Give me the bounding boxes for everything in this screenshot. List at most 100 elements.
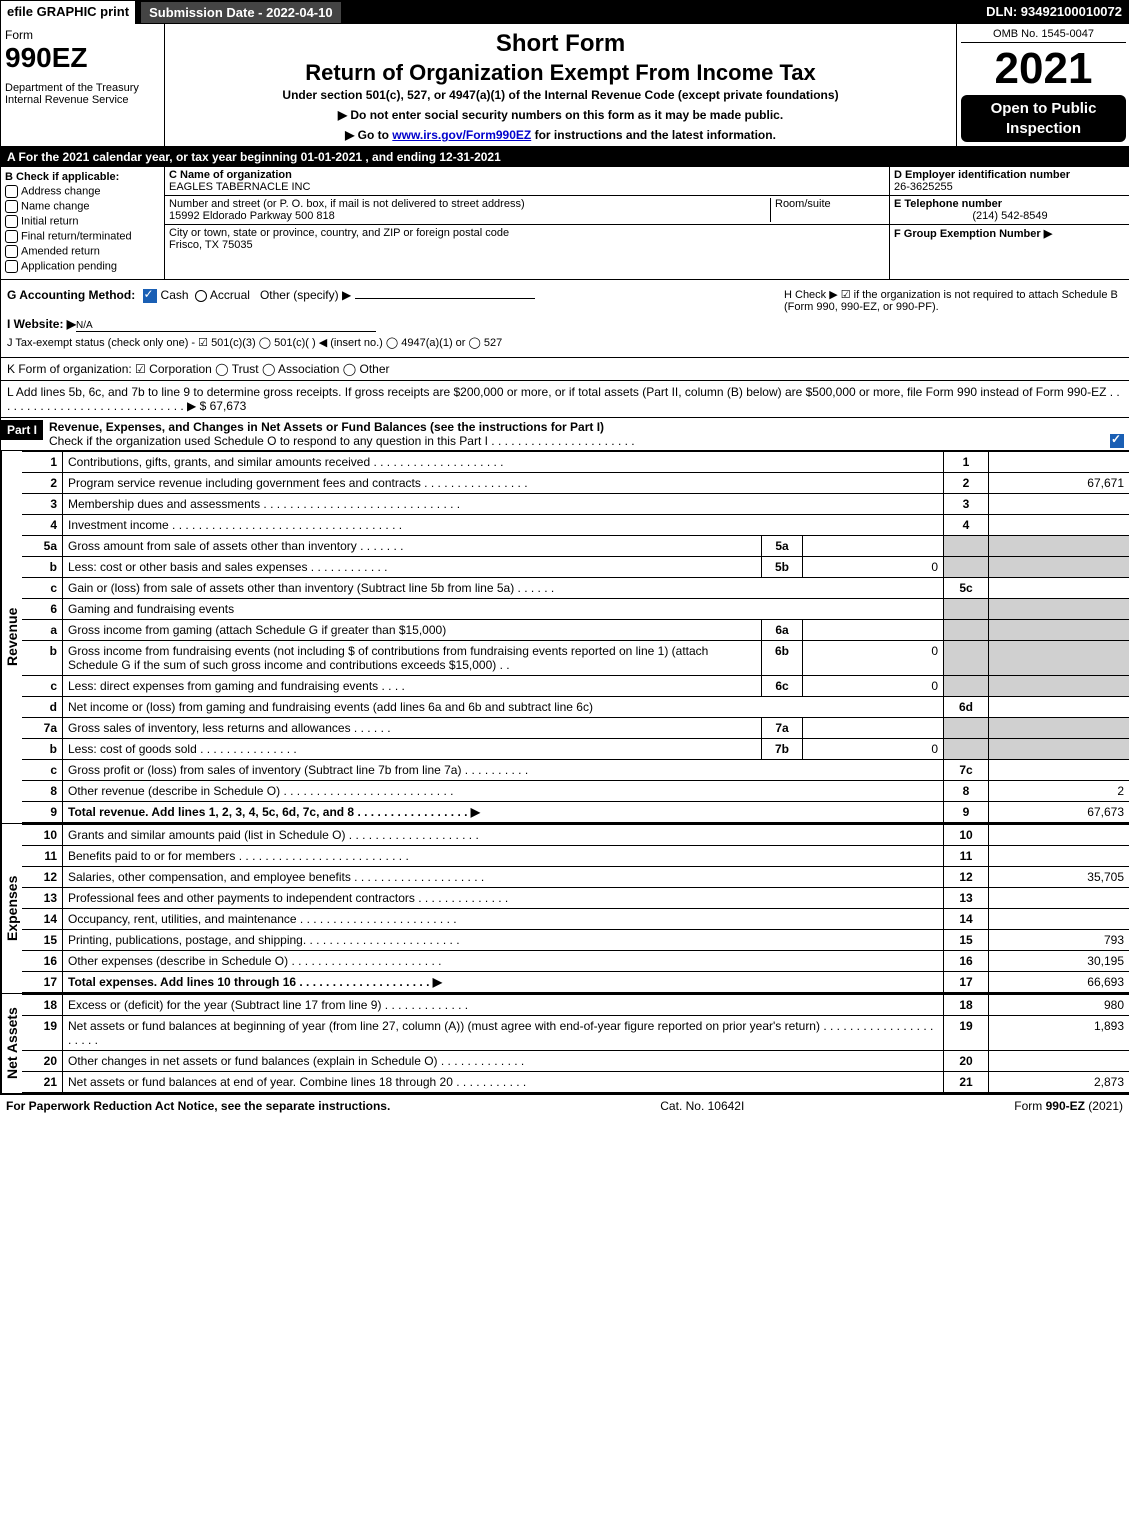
revenue-section: Revenue 1Contributions, gifts, grants, a… [1,451,1129,824]
line-18: 18Excess or (deficit) for the year (Subt… [22,995,1129,1016]
line-7b: bLess: cost of goods sold . . . . . . . … [22,739,1129,760]
line-1: 1Contributions, gifts, grants, and simil… [22,452,1129,473]
chk-name[interactable]: Name change [5,200,160,213]
city-val: Frisco, TX 75035 [169,239,253,251]
form-header: Form 990EZ Department of the Treasury In… [1,24,1129,147]
title-return: Return of Organization Exempt From Incom… [169,60,952,86]
footer-left: For Paperwork Reduction Act Notice, see … [6,1099,390,1113]
g-accrual: Accrual [210,288,250,302]
tax-year: 2021 [961,43,1126,95]
j-row: J Tax-exempt status (check only one) - ☑… [7,336,1124,349]
b-header: B Check if applicable: [5,171,160,183]
cash-check [143,289,157,303]
website-val: N/A [76,320,376,332]
netassets-label: Net Assets [1,994,22,1093]
k-row: K Form of organization: ☑ Corporation ◯ … [1,358,1129,381]
schedule-o-check [1110,434,1124,448]
footer: For Paperwork Reduction Act Notice, see … [0,1095,1129,1117]
line-15: 15Printing, publications, postage, and s… [22,930,1129,951]
line-11: 11Benefits paid to or for members . . . … [22,846,1129,867]
form-number: 990EZ [5,42,160,74]
header-center: Short Form Return of Organization Exempt… [165,24,957,146]
ein: 26-3625255 [894,181,953,193]
l-row: L Add lines 5b, 6c, and 7b to line 9 to … [1,381,1129,418]
line-5a: 5aGross amount from sale of assets other… [22,536,1129,557]
form-label: Form [5,28,160,42]
c-city-block: City or town, state or province, country… [165,225,889,253]
line-5c: cGain or (loss) from sale of assets othe… [22,578,1129,599]
line-6c: cLess: direct expenses from gaming and f… [22,676,1129,697]
line-6a: aGross income from gaming (attach Schedu… [22,620,1129,641]
line-20: 20Other changes in net assets or fund ba… [22,1051,1129,1072]
g-cash: Cash [161,288,189,302]
efile-label: efile GRAPHIC print [1,1,136,24]
street-label: Number and street (or P. O. box, if mail… [169,198,525,210]
chk-pending[interactable]: Application pending [5,260,160,273]
dln: DLN: 93492100010072 [978,1,1129,24]
room-label: Room/suite [775,198,831,210]
header-left: Form 990EZ Department of the Treasury In… [1,24,165,146]
c-name-block: C Name of organization EAGLES TABERNACLE… [165,167,889,196]
g-other: Other (specify) ▶ [260,288,351,302]
expenses-section: Expenses 10Grants and similar amounts pa… [1,824,1129,994]
line-8: 8Other revenue (describe in Schedule O) … [22,781,1129,802]
irs-link[interactable]: www.irs.gov/Form990EZ [392,128,531,142]
e-block: E Telephone number (214) 542-8549 [890,196,1129,225]
f-block: F Group Exemption Number ▶ [890,225,1129,242]
line-16: 16Other expenses (describe in Schedule O… [22,951,1129,972]
f-label: F Group Exemption Number ▶ [894,228,1052,240]
dept-label: Department of the Treasury Internal Reve… [5,82,160,106]
accrual-radio[interactable] [195,290,207,302]
col-c: C Name of organization EAGLES TABERNACLE… [165,167,890,279]
col-b: B Check if applicable: Address change Na… [1,167,165,279]
header-right: OMB No. 1545-0047 2021 Open to Public In… [957,24,1129,146]
footer-mid: Cat. No. 10642I [390,1099,1014,1113]
submission-date: Submission Date - 2022-04-10 [140,1,342,24]
c-street-block: Number and street (or P. O. box, if mail… [165,196,889,225]
line-12: 12Salaries, other compensation, and empl… [22,867,1129,888]
expenses-table: 10Grants and similar amounts paid (list … [22,824,1129,993]
title-short-form: Short Form [169,30,952,58]
org-name: EAGLES TABERNACLE INC [169,181,310,193]
expenses-label: Expenses [1,824,22,993]
chk-initial[interactable]: Initial return [5,215,160,228]
g-block: G Accounting Method: Cash Accrual Other … [7,288,784,313]
city-label: City or town, state or province, country… [169,227,509,239]
top-bar: efile GRAPHIC print Submission Date - 20… [1,1,1129,24]
d-label: D Employer identification number [894,169,1070,181]
line-4: 4Investment income . . . . . . . . . . .… [22,515,1129,536]
line-7a: 7aGross sales of inventory, less returns… [22,718,1129,739]
d-block: D Employer identification number 26-3625… [890,167,1129,196]
inspection-badge: Open to Public Inspection [961,95,1126,142]
subtitle-2: ▶ Do not enter social security numbers o… [169,108,952,122]
part1-label: Part I [1,420,43,440]
section-bcdef: B Check if applicable: Address change Na… [1,167,1129,280]
chk-final[interactable]: Final return/terminated [5,230,160,243]
street-val: 15992 Eldorado Parkway 500 818 [169,210,335,222]
h-block: H Check ▶ ☑ if the organization is not r… [784,288,1124,313]
sub3-post: for instructions and the latest informat… [531,128,776,142]
col-def: D Employer identification number 26-3625… [890,167,1129,279]
phone: (214) 542-8549 [894,210,1126,222]
line-13: 13Professional fees and other payments t… [22,888,1129,909]
row-a: A For the 2021 calendar year, or tax yea… [1,147,1129,167]
netassets-section: Net Assets 18Excess or (deficit) for the… [1,994,1129,1094]
line-6: 6Gaming and fundraising events [22,599,1129,620]
chk-address[interactable]: Address change [5,185,160,198]
netassets-table: 18Excess or (deficit) for the year (Subt… [22,994,1129,1093]
subtitle-3: ▶ Go to www.irs.gov/Form990EZ for instru… [169,128,952,142]
e-label: E Telephone number [894,198,1002,210]
footer-right: Form 990-EZ (2021) [1014,1099,1123,1113]
part1-header: Part I Revenue, Expenses, and Changes in… [1,418,1129,451]
line-10: 10Grants and similar amounts paid (list … [22,825,1129,846]
i-label: I Website: ▶ [7,317,76,331]
line-9: 9Total revenue. Add lines 1, 2, 3, 4, 5c… [22,802,1129,823]
line-7c: cGross profit or (loss) from sales of in… [22,760,1129,781]
line-3: 3Membership dues and assessments . . . .… [22,494,1129,515]
revenue-table: 1Contributions, gifts, grants, and simil… [22,451,1129,823]
sub3-pre: ▶ Go to [345,128,392,142]
chk-amended[interactable]: Amended return [5,245,160,258]
c-name-label: C Name of organization [169,169,292,181]
line-14: 14Occupancy, rent, utilities, and mainte… [22,909,1129,930]
line-2: 2Program service revenue including gover… [22,473,1129,494]
